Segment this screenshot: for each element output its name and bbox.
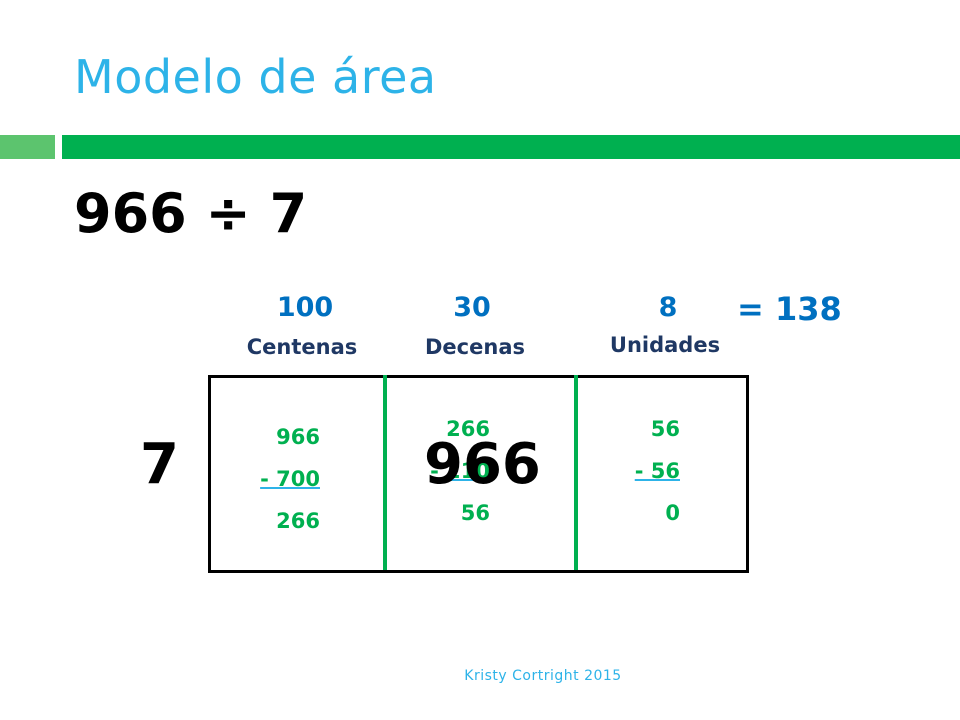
quotient-ones: 8 (658, 292, 678, 323)
division-problem: 966 ÷ 7 (74, 182, 308, 245)
divisor-number: 7 (140, 432, 179, 497)
divider-line-2 (574, 375, 578, 570)
header-bar-accent (0, 135, 55, 159)
quotient-hundreds: 100 (276, 292, 334, 323)
area-model-box (208, 375, 749, 573)
quotient-total: = 138 (737, 290, 842, 328)
divider-line-1 (383, 375, 387, 570)
hundreds-start: 966 (276, 425, 320, 449)
label-tens: Decenas (425, 335, 525, 359)
ones-start: 56 (650, 417, 680, 441)
hundreds-remainder: 266 (276, 509, 320, 533)
label-hundreds: Centenas (246, 335, 358, 359)
tens-subtract: - 210 (430, 459, 490, 483)
label-ones: Unidades (609, 333, 721, 357)
slide-title: Modelo de área (74, 50, 437, 104)
tens-start: 266 (446, 417, 490, 441)
dividend-number: 966 (424, 432, 541, 497)
slide-footer: Kristy Cortright 2015 (464, 668, 622, 684)
tens-calculation: 266 - 210 56 (418, 408, 490, 534)
tens-remainder: 56 (460, 501, 490, 525)
ones-subtract: - 56 (634, 459, 680, 483)
hundreds-calculation: 966 - 700 266 (248, 416, 320, 542)
ones-remainder: 0 (665, 501, 680, 525)
header-bar (62, 135, 960, 159)
hundreds-subtract: - 700 (260, 467, 320, 491)
ones-calculation: 56 - 56 0 (616, 408, 680, 534)
quotient-tens: 30 (453, 292, 491, 323)
